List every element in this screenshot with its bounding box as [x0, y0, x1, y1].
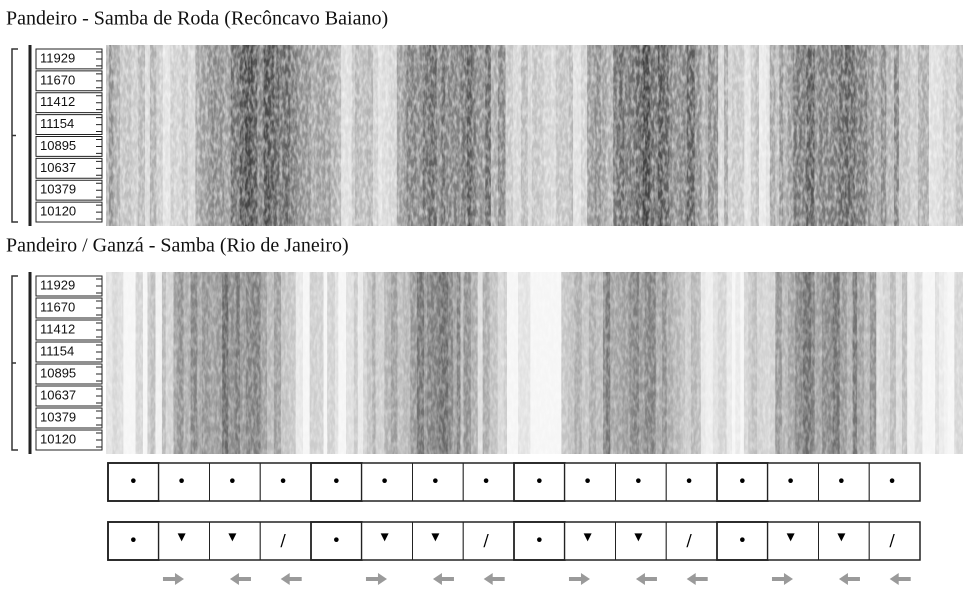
notation-symbol: • — [887, 472, 896, 491]
direction-arrow — [839, 573, 860, 585]
notation-symbol: • — [228, 472, 237, 491]
notation-symbol: • — [431, 472, 440, 491]
freq-label: 10379 — [40, 409, 76, 424]
notation-symbol: ▾ — [584, 527, 592, 546]
notation-symbol: • — [583, 472, 592, 491]
notation-symbol: / — [483, 531, 489, 550]
notation-symbol: ▾ — [431, 527, 439, 546]
axis-bracket — [12, 49, 18, 222]
direction-arrow — [636, 573, 657, 585]
notation-symbol: ▾ — [381, 527, 389, 546]
notation-symbol: • — [786, 472, 795, 491]
spectrogram-noise — [106, 45, 963, 226]
direction-arrow — [163, 573, 184, 585]
freq-label: 11412 — [40, 321, 75, 336]
notation-symbol: • — [332, 472, 341, 491]
notation-symbol: • — [684, 472, 693, 491]
notation-symbol: ▾ — [178, 527, 186, 546]
panel-title: Pandeiro / Ganzá - Samba (Rio de Janeiro… — [6, 235, 349, 257]
notation-symbol: ▾ — [837, 527, 845, 546]
panel-title: Pandeiro - Samba de Roda (Recôncavo Baia… — [6, 8, 388, 30]
notation-symbol: / — [280, 531, 286, 550]
notation-symbol: • — [481, 472, 490, 491]
direction-arrow — [484, 573, 505, 585]
notation-symbol: • — [278, 472, 287, 491]
figure: Pandeiro - Samba de Roda (Recôncavo Baia… — [0, 0, 963, 590]
spectrogram — [106, 45, 963, 226]
notation-symbol: • — [634, 472, 643, 491]
direction-arrow — [281, 573, 302, 585]
notation-symbol: • — [738, 472, 747, 491]
direction-arrow — [772, 573, 793, 585]
notation-symbol: ▾ — [787, 527, 795, 546]
freq-label: 10120 — [40, 204, 76, 219]
notation-symbol: • — [129, 472, 138, 491]
direction-arrow — [569, 573, 590, 585]
spectrogram-noise — [106, 272, 963, 454]
spectrogram — [106, 272, 963, 454]
freq-label: 10895 — [40, 138, 76, 153]
freq-label: 10895 — [40, 365, 76, 380]
notation-symbol: • — [332, 531, 341, 550]
direction-arrow — [433, 573, 454, 585]
freq-label: 11670 — [40, 72, 75, 87]
direction-arrow — [890, 573, 911, 585]
direction-arrow — [687, 573, 708, 585]
freq-label: 10379 — [40, 182, 76, 197]
freq-label: 11929 — [40, 277, 75, 292]
notation-symbol: ▾ — [228, 527, 236, 546]
freq-label: 10637 — [40, 160, 76, 175]
freq-label: 10637 — [40, 387, 76, 402]
notation-symbol: • — [380, 472, 389, 491]
notation-symbol: • — [837, 472, 846, 491]
notation-symbol: • — [535, 472, 544, 491]
axis-bracket — [12, 276, 18, 450]
direction-arrow — [366, 573, 387, 585]
freq-label: 11670 — [40, 299, 75, 314]
notation-symbol: • — [129, 531, 138, 550]
freq-label: 11929 — [40, 50, 75, 65]
notation-symbol: • — [535, 531, 544, 550]
freq-label: 11154 — [40, 343, 74, 358]
notation-symbol: • — [738, 531, 747, 550]
freq-label: 10120 — [40, 431, 76, 446]
direction-arrow — [230, 573, 251, 585]
freq-label: 11412 — [40, 94, 75, 109]
freq-label: 11154 — [40, 116, 74, 131]
notation-symbol: / — [889, 531, 895, 550]
notation-symbol: • — [177, 472, 186, 491]
notation-symbol: / — [686, 531, 692, 550]
notation-symbol: ▾ — [634, 527, 642, 546]
